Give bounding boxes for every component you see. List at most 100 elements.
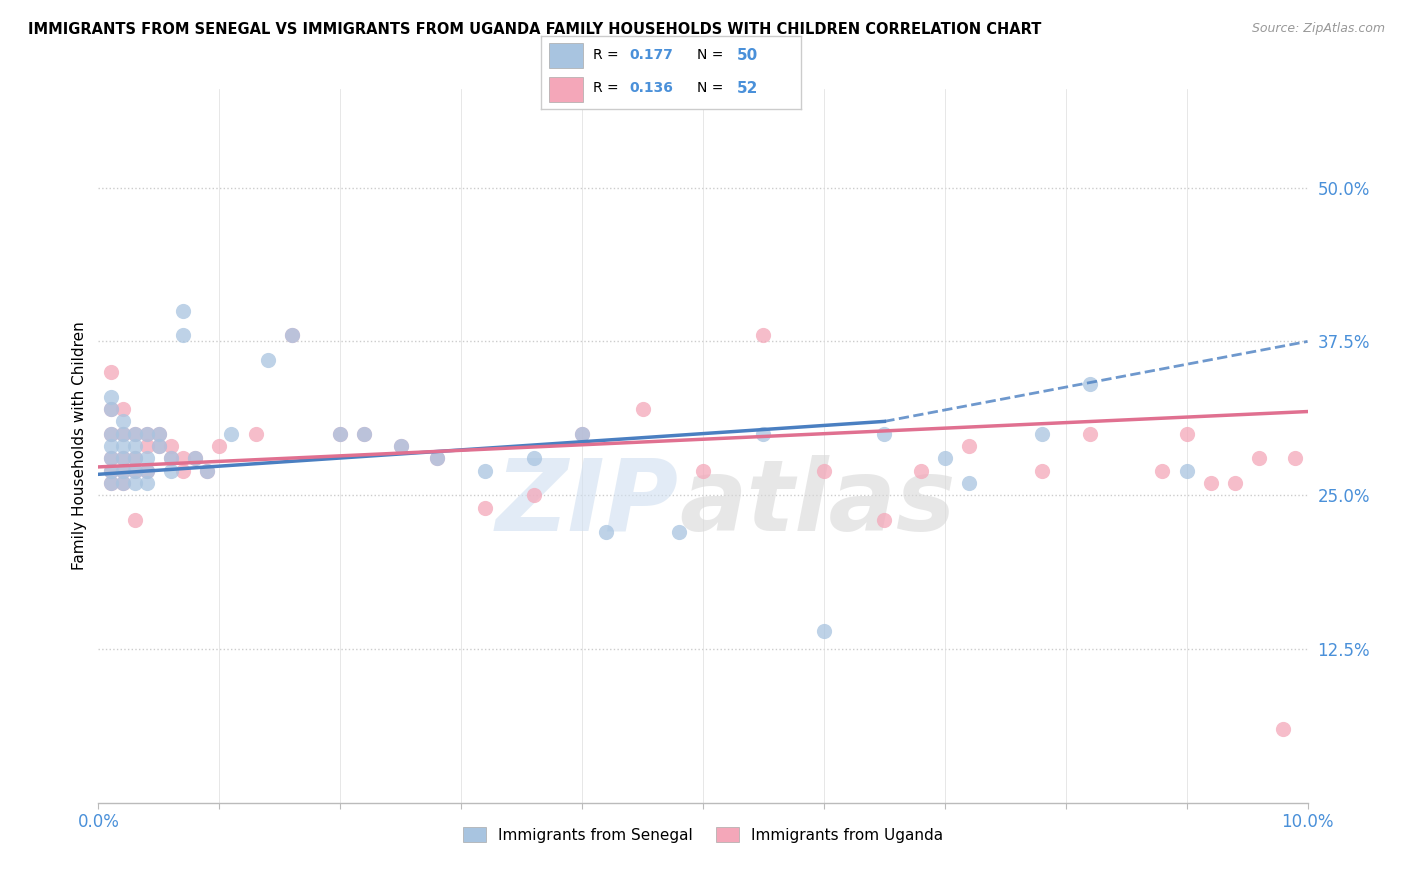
Point xyxy=(195,464,218,478)
Point xyxy=(595,525,617,540)
Point xyxy=(571,426,593,441)
Point xyxy=(100,439,122,453)
Point xyxy=(100,464,122,478)
Point xyxy=(873,513,896,527)
Point xyxy=(100,426,122,441)
Text: atlas: atlas xyxy=(679,455,955,551)
Point xyxy=(100,426,122,441)
Point xyxy=(256,352,278,367)
Point xyxy=(221,426,243,441)
Point xyxy=(111,414,134,428)
Point xyxy=(135,464,157,478)
Text: 0.136: 0.136 xyxy=(630,81,673,95)
Point xyxy=(1078,426,1101,441)
Point xyxy=(1199,475,1222,490)
Point xyxy=(100,402,122,417)
Point xyxy=(184,451,207,466)
Point xyxy=(111,426,134,441)
Point xyxy=(910,464,932,478)
Point xyxy=(1249,451,1271,466)
Point xyxy=(1078,377,1101,392)
Point xyxy=(195,464,218,478)
Point xyxy=(172,328,194,343)
Point xyxy=(752,328,775,343)
Text: 0.177: 0.177 xyxy=(630,48,673,62)
Point xyxy=(111,475,134,490)
Point xyxy=(100,464,122,478)
FancyBboxPatch shape xyxy=(550,77,583,102)
Point xyxy=(1152,464,1174,478)
Point xyxy=(172,464,194,478)
Point xyxy=(148,439,170,453)
Point xyxy=(474,464,496,478)
Point xyxy=(1031,426,1053,441)
Point xyxy=(111,402,134,417)
Point xyxy=(172,303,194,318)
Point xyxy=(100,365,122,379)
Point xyxy=(752,426,775,441)
Point xyxy=(426,451,449,466)
Point xyxy=(160,439,183,453)
Point xyxy=(474,500,496,515)
Point xyxy=(813,624,835,638)
Point xyxy=(124,464,146,478)
Point xyxy=(100,475,122,490)
Point xyxy=(281,328,304,343)
Point xyxy=(353,426,375,441)
Point xyxy=(135,426,157,441)
Point xyxy=(523,488,546,502)
Point xyxy=(100,475,122,490)
Text: IMMIGRANTS FROM SENEGAL VS IMMIGRANTS FROM UGANDA FAMILY HOUSEHOLDS WITH CHILDRE: IMMIGRANTS FROM SENEGAL VS IMMIGRANTS FR… xyxy=(28,22,1042,37)
Point xyxy=(389,439,412,453)
Point xyxy=(160,464,183,478)
Point xyxy=(281,328,304,343)
Text: R =: R = xyxy=(593,48,623,62)
Point xyxy=(571,426,593,441)
Point xyxy=(389,439,412,453)
Point xyxy=(100,451,122,466)
Point xyxy=(934,451,956,466)
Point xyxy=(148,426,170,441)
Point xyxy=(111,475,134,490)
Point xyxy=(111,439,134,453)
Point xyxy=(160,451,183,466)
Point xyxy=(957,475,980,490)
Point xyxy=(426,451,449,466)
Point xyxy=(124,451,146,466)
Text: 50: 50 xyxy=(737,48,758,63)
Point xyxy=(172,451,194,466)
Point xyxy=(135,426,157,441)
Point xyxy=(124,464,146,478)
Point xyxy=(124,426,146,441)
Point xyxy=(100,402,122,417)
Point xyxy=(631,402,654,417)
Point xyxy=(957,439,980,453)
Point xyxy=(353,426,375,441)
Point xyxy=(1284,451,1306,466)
Point xyxy=(111,464,134,478)
Point xyxy=(124,426,146,441)
Point xyxy=(1175,426,1198,441)
Point xyxy=(124,513,146,527)
Text: N =: N = xyxy=(697,48,728,62)
Text: N =: N = xyxy=(697,81,728,95)
Point xyxy=(100,451,122,466)
FancyBboxPatch shape xyxy=(550,43,583,68)
Point xyxy=(1031,464,1053,478)
Point xyxy=(124,475,146,490)
Text: R =: R = xyxy=(593,81,623,95)
Point xyxy=(148,426,170,441)
Point xyxy=(111,451,134,466)
Point xyxy=(873,426,896,441)
Point xyxy=(208,439,231,453)
Point xyxy=(148,439,170,453)
Point xyxy=(100,390,122,404)
Point xyxy=(124,451,146,466)
Point xyxy=(1223,475,1246,490)
Point xyxy=(135,439,157,453)
Text: Source: ZipAtlas.com: Source: ZipAtlas.com xyxy=(1251,22,1385,36)
Point xyxy=(135,464,157,478)
Point xyxy=(111,464,134,478)
Point xyxy=(1272,722,1295,736)
Point xyxy=(111,426,134,441)
